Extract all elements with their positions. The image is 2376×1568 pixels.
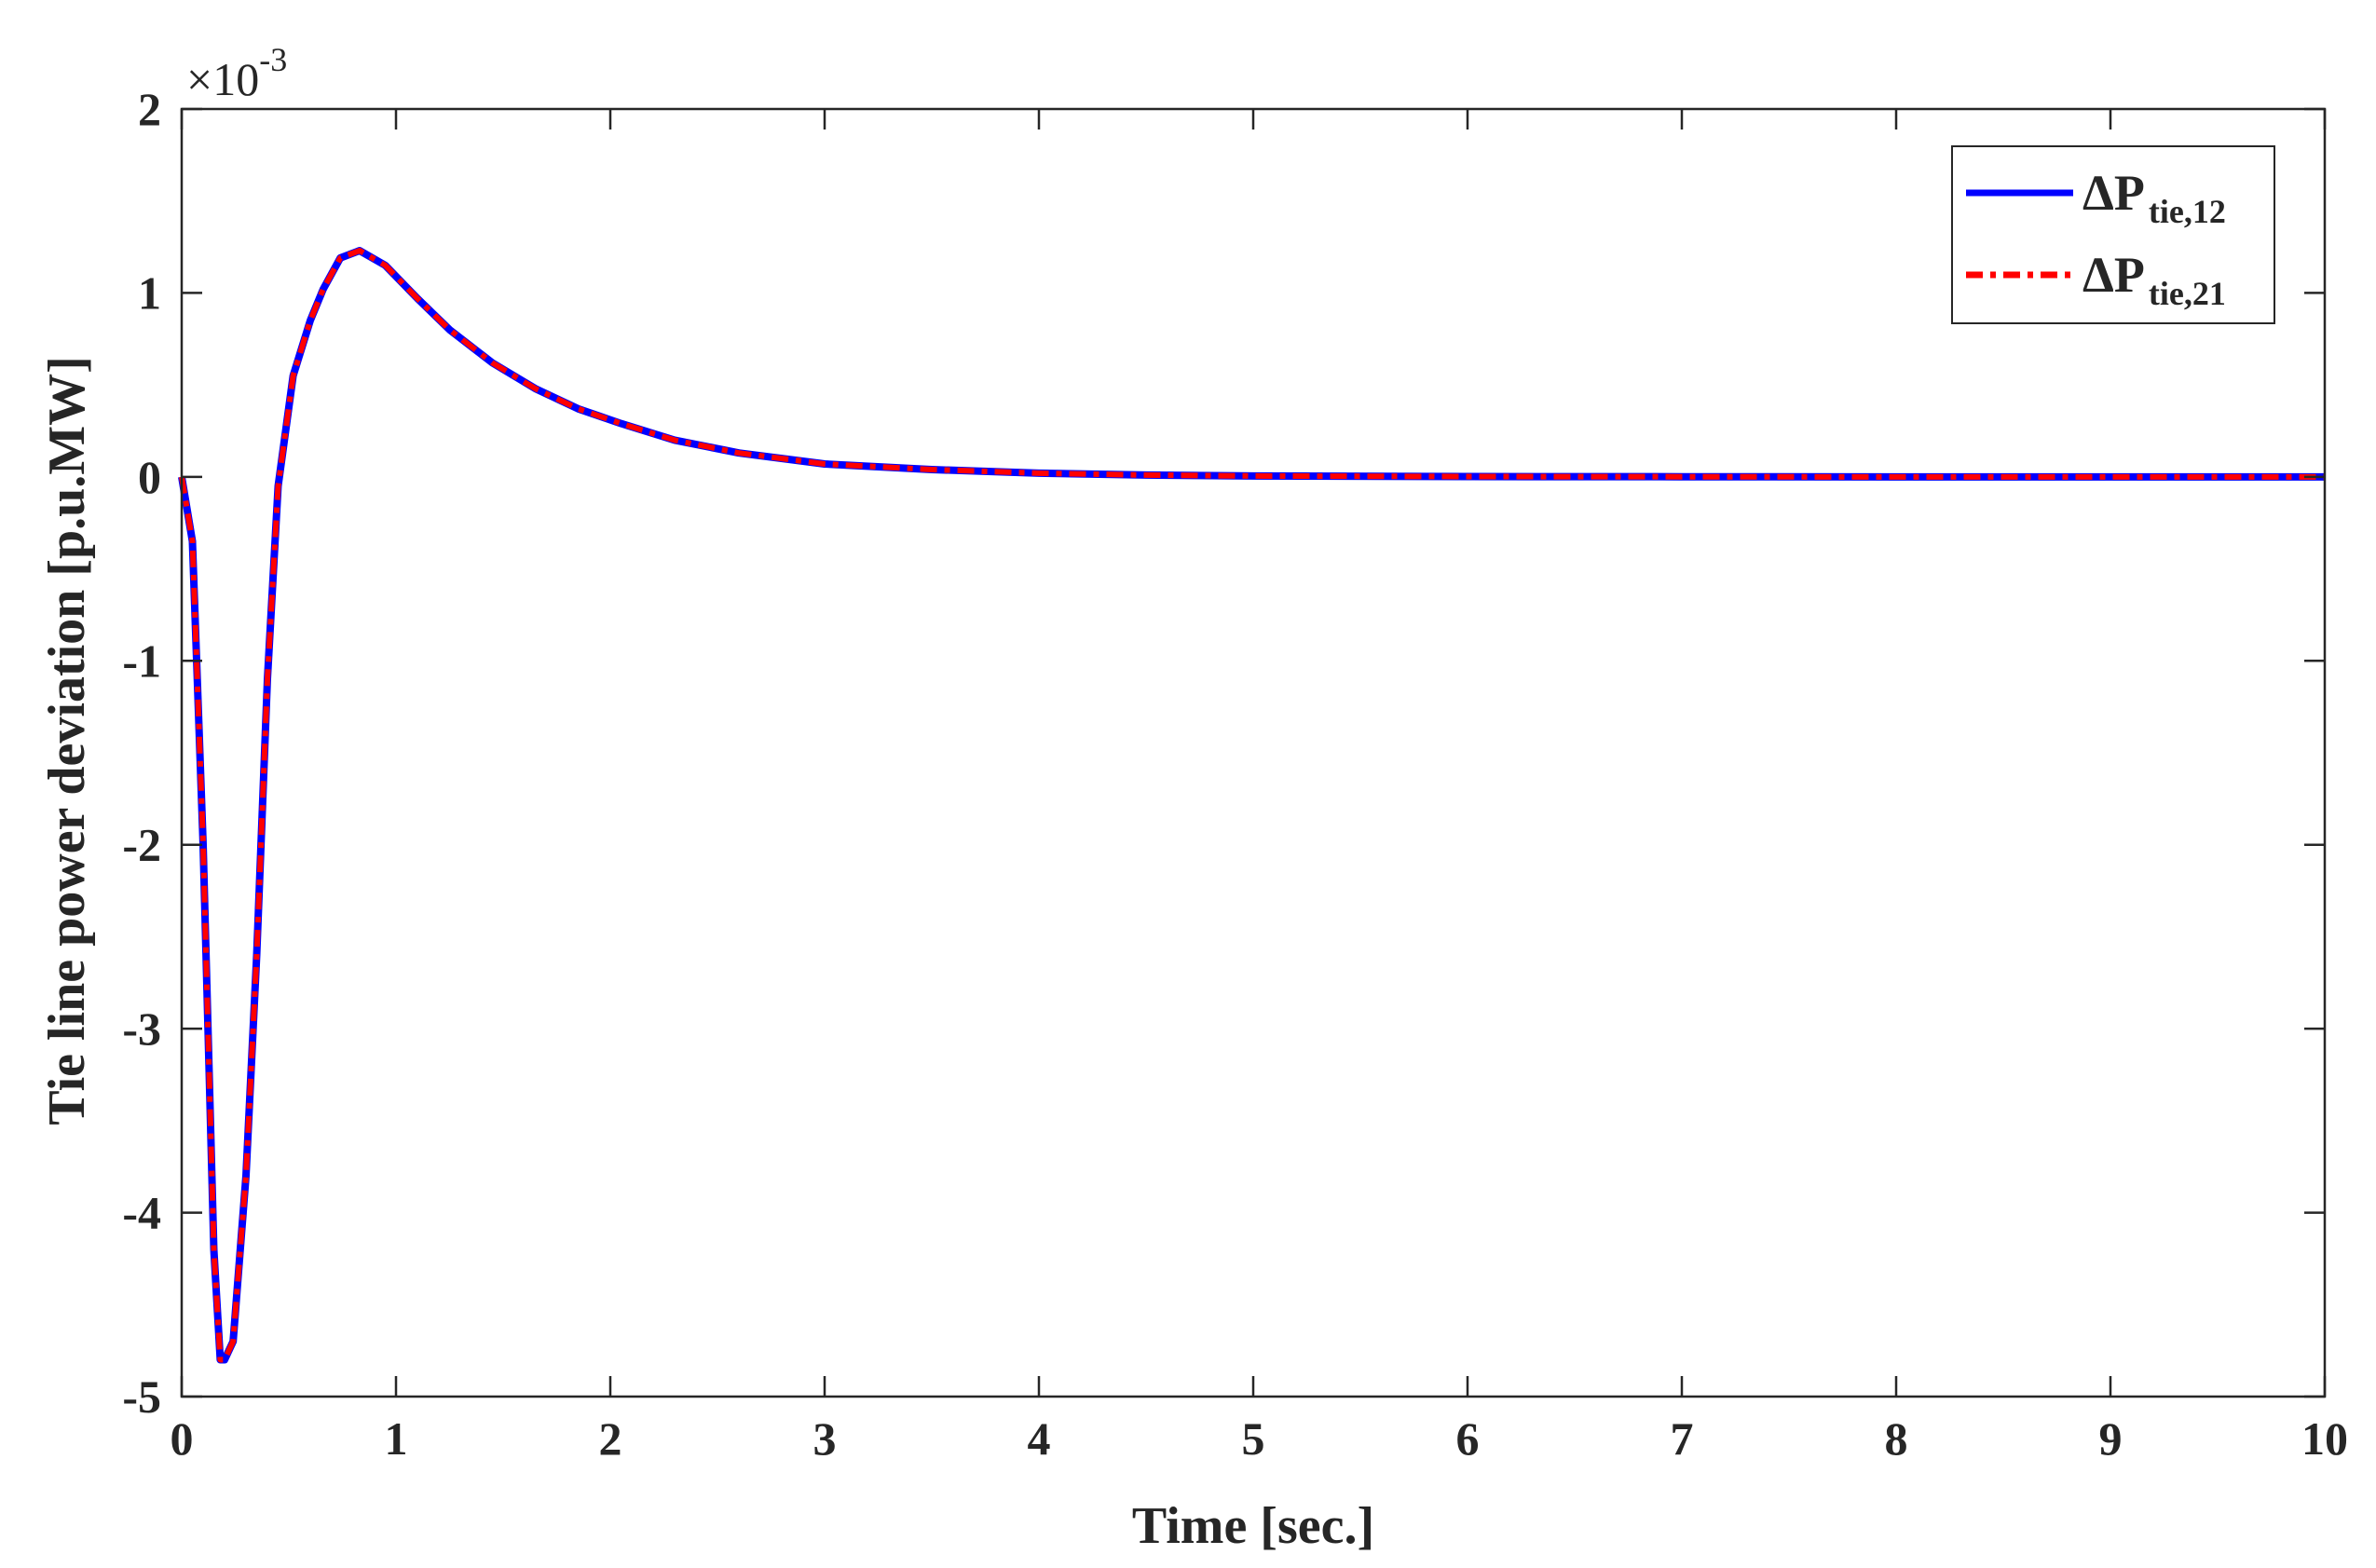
x-tick-label: 8: [1885, 1412, 1908, 1465]
series-line-2: [179, 248, 2325, 1363]
y-axis-title: Tie line power deviation [p.u.MW]: [38, 356, 96, 1125]
y-tick-label: 2: [138, 83, 161, 135]
x-tick-label: 5: [1242, 1412, 1265, 1465]
x-tick-label: 4: [1028, 1412, 1051, 1465]
y-exponent-label: ×10-3: [186, 41, 287, 105]
x-tick-label: 10: [2301, 1412, 2348, 1465]
y-tick-labels: -5 -4 -3 -2 -1 0 1 2: [122, 83, 161, 1423]
y-tick-label: 0: [138, 451, 161, 503]
x-tick-label: 9: [2099, 1412, 2123, 1465]
legend-item-1: ΔP tie,12: [1966, 165, 2226, 230]
legend-box: [1951, 145, 2275, 324]
series-layer: [178, 247, 2325, 1364]
y-tick-label: -3: [122, 1002, 161, 1055]
y-tick-label: -4: [122, 1187, 161, 1239]
x-tick-labels: 0 1 2 3 4 5 6 7 8 9 10: [171, 1412, 2349, 1465]
y-exponent-base: 10: [212, 53, 259, 105]
y-exponent-times: ×: [186, 53, 212, 105]
x-tick-label: 1: [385, 1412, 408, 1465]
x-tick-label: 6: [1456, 1412, 1480, 1465]
legend-label-1: ΔP: [2082, 165, 2145, 221]
legend-sublabel-2: tie,21: [2149, 275, 2226, 312]
x-axis-title: Time [sec.]: [1132, 1497, 1374, 1555]
y-exponent-power: -3: [259, 41, 287, 78]
x-tick-label: 0: [171, 1412, 194, 1465]
y-tick-label: 1: [138, 266, 161, 319]
legend: ΔP tie,12 ΔP tie,21: [1951, 145, 2275, 324]
y-tick-label: -5: [122, 1370, 161, 1423]
y-tick-label: -1: [122, 634, 161, 687]
x-tick-label: 7: [1671, 1412, 1694, 1465]
legend-item-2: ΔP tie,21: [1966, 247, 2226, 312]
x-tick-label: 3: [813, 1412, 837, 1465]
legend-sublabel-1: tie,12: [2149, 193, 2226, 230]
tick-layer: [180, 107, 2327, 1398]
y-tick-label: -2: [122, 819, 161, 871]
svg-text:×10-3: ×10-3: [186, 41, 287, 105]
legend-label-2: ΔP: [2082, 247, 2145, 303]
x-tick-label: 2: [599, 1412, 622, 1465]
